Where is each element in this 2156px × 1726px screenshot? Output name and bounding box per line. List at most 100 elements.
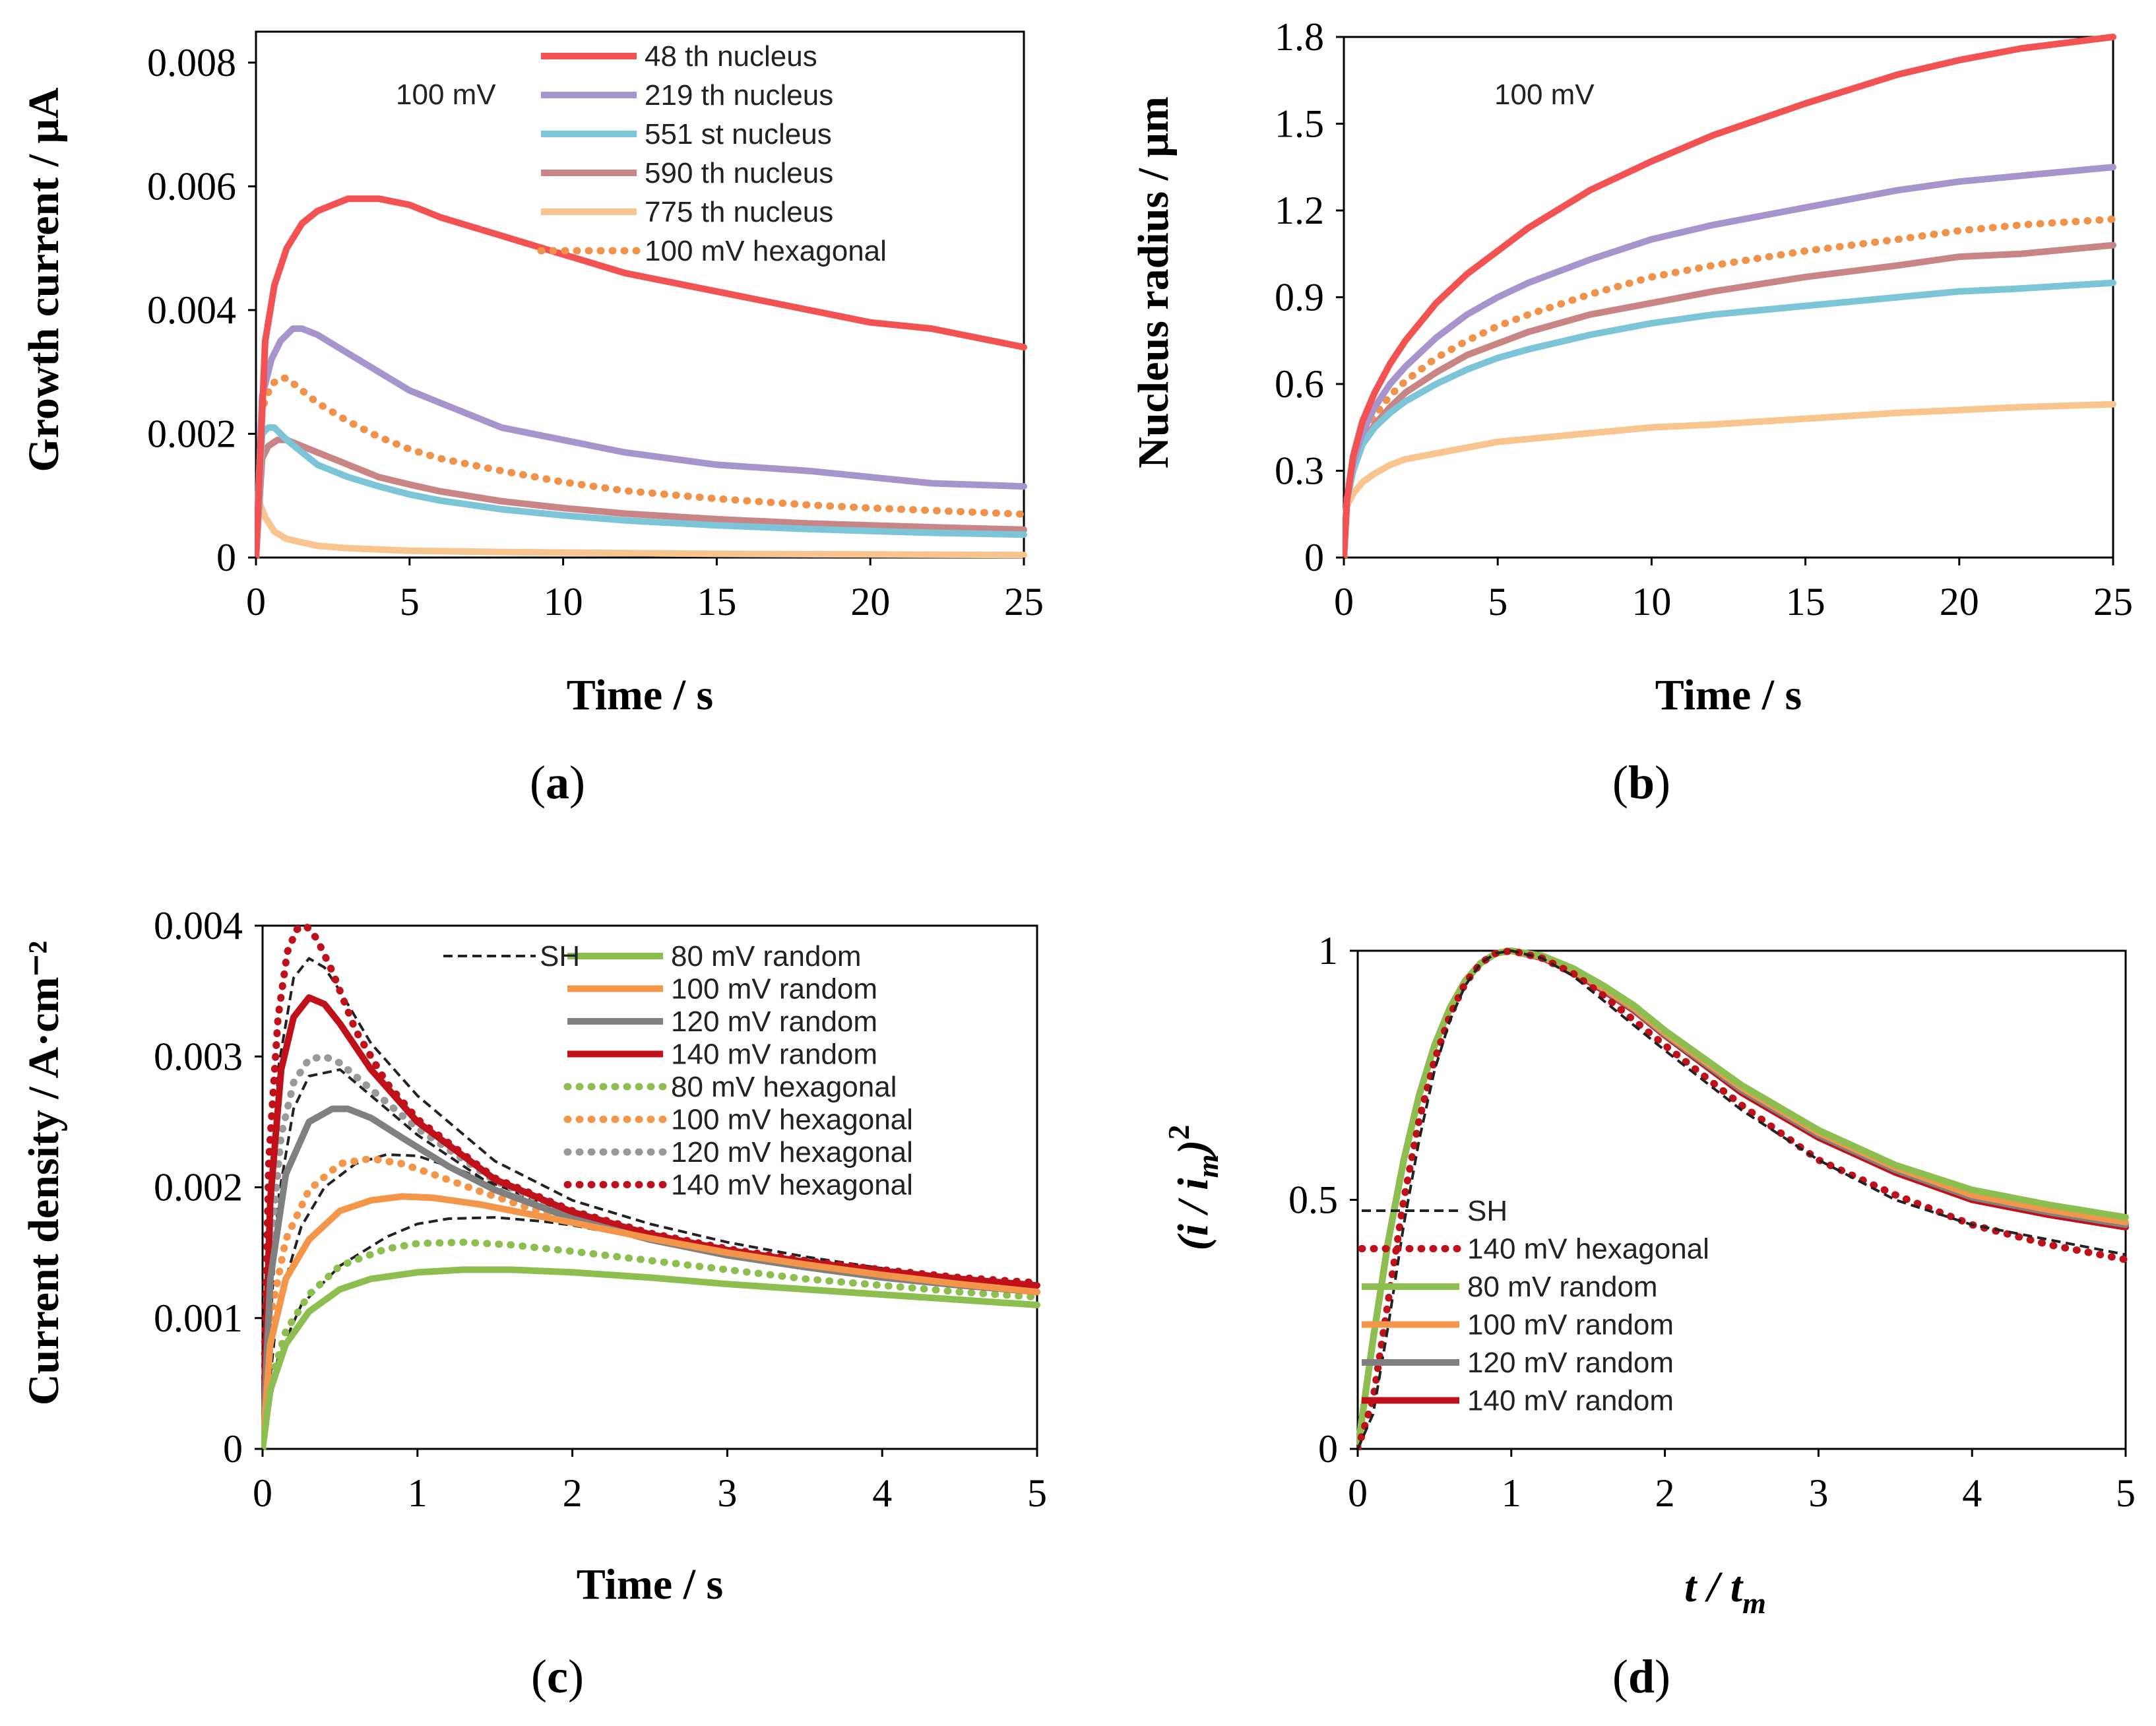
series-line-775-th-nucleus (255, 498, 1027, 559)
y-tick-label: 0.006 (147, 164, 236, 208)
series-line-100-mv-hexagonal (255, 374, 1028, 559)
series-line-sh (1356, 949, 2126, 1450)
x-tick-label: 5 (400, 580, 420, 623)
y-tick-label: 0.6 (1275, 362, 1324, 406)
panel-label: (a) (530, 756, 585, 809)
annotation-voltage: 100 mV (1494, 79, 1595, 111)
plot-area (261, 922, 1041, 1450)
x-tick-label: 25 (2093, 580, 2133, 623)
x-tick-label: 10 (1632, 580, 1671, 623)
y-tick-label: 0 (223, 1427, 243, 1471)
sh-legend: SH (443, 940, 580, 973)
x-tick-label: 0 (246, 580, 266, 623)
x-tick-label: 20 (1940, 580, 1979, 623)
panel-label: (c) (531, 1650, 584, 1703)
y-tick-label: 0.003 (154, 1035, 243, 1078)
y-tick-label: 1.5 (1275, 102, 1324, 146)
y-tick-label: 0.004 (154, 904, 243, 947)
y-tick-label: 0 (216, 536, 236, 579)
x-axis-label: t / tm (1684, 1563, 1766, 1620)
series-line-48-th-nucleus (255, 195, 1027, 559)
legend-label: 100 mV hexagonal (671, 1104, 913, 1136)
x-tick-label: 1 (1502, 1471, 1521, 1515)
panel-label: (d) (1612, 1650, 1670, 1703)
x-tick-label: 5 (1488, 580, 1507, 623)
series-line-219-th-nucleus (255, 325, 1027, 559)
plot-area (1343, 34, 2117, 559)
legend-label: 120 mV hexagonal (671, 1136, 913, 1168)
x-tick-label: 25 (1004, 580, 1044, 623)
x-tick-label: 3 (1808, 1471, 1828, 1515)
y-axis-label: (i / im)2 (1162, 1125, 1224, 1251)
x-tick-label: 10 (544, 580, 583, 623)
legend-label: 80 mV random (671, 940, 862, 973)
panel-d-chart: 0 1 2 3 4 5 0 0.5 1 t / tm (i / im)2 (d) SH 140 mV he… (1162, 929, 2136, 1703)
annotation-voltage: 100 mV (396, 79, 496, 111)
legend-label: 100 mV hexagonal (645, 235, 887, 267)
legend-label: 140 mV random (671, 1039, 877, 1071)
y-axis-label: Growth current / μA (20, 87, 68, 472)
legend-label: 48 th nucleus (645, 40, 817, 73)
legend: SH 140 mV hexagonal 80 mV random 100 mV ra… (1358, 1195, 1709, 1417)
legend-label: 140 mV hexagonal (1467, 1233, 1709, 1265)
x-tick-label: 2 (563, 1471, 583, 1515)
x-axis-label: Time / s (1655, 671, 1802, 719)
series-line-551-st-nucleus (255, 424, 1027, 559)
panel-label: (b) (1612, 756, 1670, 809)
legend-label: SH (540, 940, 580, 973)
y-tick-label: 0.001 (154, 1296, 243, 1340)
legend-label: 120 mV random (671, 1006, 877, 1038)
legend-label: 140 mV hexagonal (671, 1169, 913, 1201)
series-line-48-th-nucleus (1343, 34, 2116, 559)
y-tick-label: 1 (1318, 929, 1338, 973)
x-tick-label: 15 (697, 580, 736, 623)
plot-frame (1343, 36, 2114, 559)
plot-area (1356, 947, 2130, 1450)
x-tick-label: 15 (1786, 580, 1825, 623)
y-tick-label: 0.004 (147, 288, 236, 332)
y-tick-label: 0 (1304, 536, 1324, 579)
x-tick-label: 0 (1348, 1471, 1368, 1515)
plot-frame (255, 30, 1025, 559)
y-tick-label: 0.9 (1275, 276, 1324, 319)
legend: 48 th nucleus 219 th nucleus 551 st nucleu… (537, 40, 887, 267)
series-line-100-mv-hexagonal (1343, 215, 2117, 559)
x-tick-label: 1 (408, 1471, 428, 1515)
legend-label: 219 th nucleus (645, 79, 833, 112)
y-axis-label: Current density / A·cm⁻² (20, 941, 68, 1405)
sh-curve (261, 957, 1038, 1450)
legend-label: 120 mV random (1467, 1347, 1674, 1379)
legend-label: 140 mV random (1467, 1385, 1674, 1417)
y-tick-label: 1.8 (1275, 15, 1324, 59)
x-tick-label: 4 (1962, 1471, 1982, 1515)
panel-a-chart: 0 5 10 15 20 25 0 0.002 0.004 0.006 0.008 Time / s G… (20, 30, 1044, 809)
legend-label: 590 th nucleus (645, 157, 833, 189)
plot-area (255, 195, 1028, 559)
legend-label: 100 mV random (1467, 1309, 1674, 1341)
series-line-775-th-nucleus (1343, 400, 2116, 559)
series-line-551-st-nucleus (1343, 279, 2116, 559)
series-line-80-mv-random (261, 1266, 1040, 1450)
x-tick-label: 3 (717, 1471, 737, 1515)
legend-label: 100 mV random (671, 973, 877, 1006)
x-axis-label: Time / s (567, 671, 713, 719)
y-tick-label: 0 (1318, 1427, 1338, 1471)
y-tick-label: 1.2 (1275, 189, 1324, 232)
series-line-80-mv-hexagonal (261, 1238, 1041, 1450)
panel-c-chart: 0 1 2 3 4 5 0 0.001 0.002 0.003 0.004 Time / s Curre… (20, 904, 1047, 1703)
x-tick-label: 0 (253, 1471, 272, 1515)
y-tick-label: 0.008 (147, 41, 236, 84)
legend-label: SH (1467, 1195, 1507, 1227)
x-tick-label: 0 (1334, 580, 1354, 623)
x-tick-label: 5 (1027, 1471, 1047, 1515)
series-line-590-th-nucleus (255, 436, 1027, 559)
legend-label: 80 mV hexagonal (671, 1071, 897, 1103)
x-tick-label: 2 (1655, 1471, 1675, 1515)
legend-label: 80 mV random (1467, 1271, 1658, 1303)
y-tick-label: 0.002 (147, 412, 236, 455)
x-axis-label: Time / s (577, 1560, 723, 1609)
y-axis-label: Nucleus radius / μm (1129, 96, 1178, 468)
x-tick-label: 5 (2116, 1471, 2136, 1515)
